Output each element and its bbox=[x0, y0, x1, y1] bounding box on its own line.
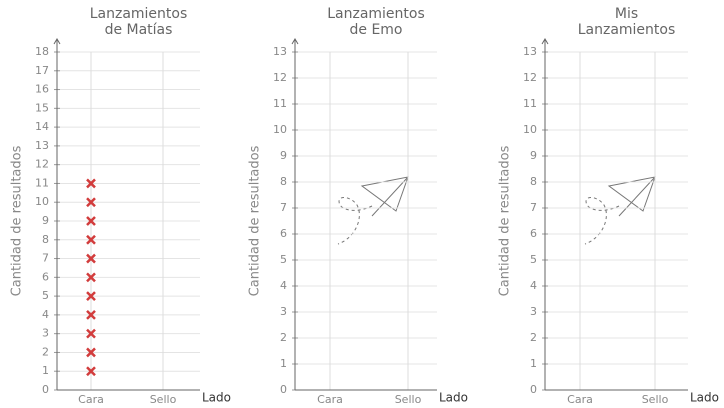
x-tick-label: Cara bbox=[317, 393, 343, 406]
y-tick-label: 11 bbox=[523, 97, 537, 110]
x-mark bbox=[86, 272, 96, 283]
y-tick-label: 8 bbox=[42, 233, 49, 246]
y-tick-label: 13 bbox=[35, 139, 49, 152]
y-tick-label: 15 bbox=[35, 101, 49, 114]
x-mark bbox=[86, 347, 96, 358]
chart-title: Mis bbox=[615, 6, 638, 22]
y-tick-label: 11 bbox=[273, 97, 287, 110]
x-mark bbox=[86, 253, 96, 264]
y-tick-label: 1 bbox=[530, 357, 537, 370]
chart-title: Lanzamientos bbox=[327, 6, 425, 22]
y-tick-label: 7 bbox=[530, 201, 537, 214]
y-tick-label: 13 bbox=[523, 45, 537, 58]
y-tick-label: 2 bbox=[42, 345, 49, 358]
y-tick-label: 10 bbox=[273, 123, 287, 136]
axis-arrow bbox=[541, 38, 549, 45]
axis-arrow bbox=[291, 38, 299, 45]
chart-title: de Matías bbox=[105, 22, 173, 38]
x-tick-label: Cara bbox=[78, 393, 104, 406]
y-tick-label: 12 bbox=[35, 158, 49, 171]
y-tick-label: 12 bbox=[273, 71, 287, 84]
y-tick-label: 2 bbox=[280, 331, 287, 344]
y-tick-label: 7 bbox=[42, 252, 49, 265]
x-tick-label: Sello bbox=[150, 393, 177, 406]
y-tick-label: 6 bbox=[280, 227, 287, 240]
chart-title: Lanzamientos bbox=[90, 6, 188, 22]
y-tick-label: 1 bbox=[42, 364, 49, 377]
x-mark bbox=[86, 366, 96, 377]
x-mark bbox=[86, 328, 96, 339]
y-axis-label: Cantidad de resultados bbox=[248, 145, 263, 296]
y-tick-label: 8 bbox=[280, 175, 287, 188]
axis-arrow bbox=[53, 38, 61, 45]
y-tick-label: 2 bbox=[530, 331, 537, 344]
y-tick-label: 0 bbox=[530, 383, 537, 396]
chart-title: Lanzamientos bbox=[578, 22, 676, 38]
y-tick-label: 6 bbox=[530, 227, 537, 240]
y-tick-label: 9 bbox=[280, 149, 287, 162]
x-tick-label: Sello bbox=[395, 393, 422, 406]
x-mark bbox=[86, 197, 96, 208]
y-tick-label: 10 bbox=[35, 195, 49, 208]
y-axis-label: Cantidad de resultados bbox=[10, 145, 25, 296]
y-tick-label: 13 bbox=[273, 45, 287, 58]
y-tick-label: 18 bbox=[35, 45, 49, 58]
y-axis-label: Cantidad de resultados bbox=[498, 145, 513, 296]
x-axis-label: Lado bbox=[202, 391, 231, 405]
y-tick-label: 11 bbox=[35, 176, 49, 189]
x-mark bbox=[86, 310, 96, 320]
x-tick-label: Cara bbox=[567, 393, 593, 406]
y-tick-label: 6 bbox=[42, 270, 49, 283]
y-tick-label: 4 bbox=[280, 279, 287, 292]
y-tick-label: 12 bbox=[523, 71, 537, 84]
x-axis-label: Lado bbox=[690, 391, 719, 405]
chart-title: de Emo bbox=[350, 22, 403, 38]
x-mark bbox=[86, 216, 96, 226]
y-tick-label: 10 bbox=[523, 123, 537, 136]
y-tick-label: 7 bbox=[280, 201, 287, 214]
y-tick-label: 9 bbox=[42, 214, 49, 227]
y-tick-label: 5 bbox=[280, 253, 287, 266]
x-mark bbox=[86, 178, 96, 189]
x-mark bbox=[86, 291, 96, 301]
y-tick-label: 0 bbox=[280, 383, 287, 396]
x-axis-label: Lado bbox=[439, 391, 468, 405]
y-tick-label: 16 bbox=[35, 83, 49, 96]
y-tick-label: 5 bbox=[42, 289, 49, 302]
y-tick-label: 0 bbox=[42, 383, 49, 396]
y-tick-label: 9 bbox=[530, 149, 537, 162]
y-tick-label: 4 bbox=[42, 308, 49, 321]
y-tick-label: 14 bbox=[35, 120, 49, 133]
y-tick-label: 5 bbox=[530, 253, 537, 266]
y-tick-label: 17 bbox=[35, 64, 49, 77]
x-mark bbox=[86, 234, 96, 245]
y-tick-label: 3 bbox=[530, 305, 537, 318]
y-tick-label: 8 bbox=[530, 175, 537, 188]
y-tick-label: 3 bbox=[280, 305, 287, 318]
y-tick-label: 3 bbox=[42, 327, 49, 340]
x-tick-label: Sello bbox=[642, 393, 669, 406]
y-tick-label: 1 bbox=[280, 357, 287, 370]
y-tick-label: 4 bbox=[530, 279, 537, 292]
